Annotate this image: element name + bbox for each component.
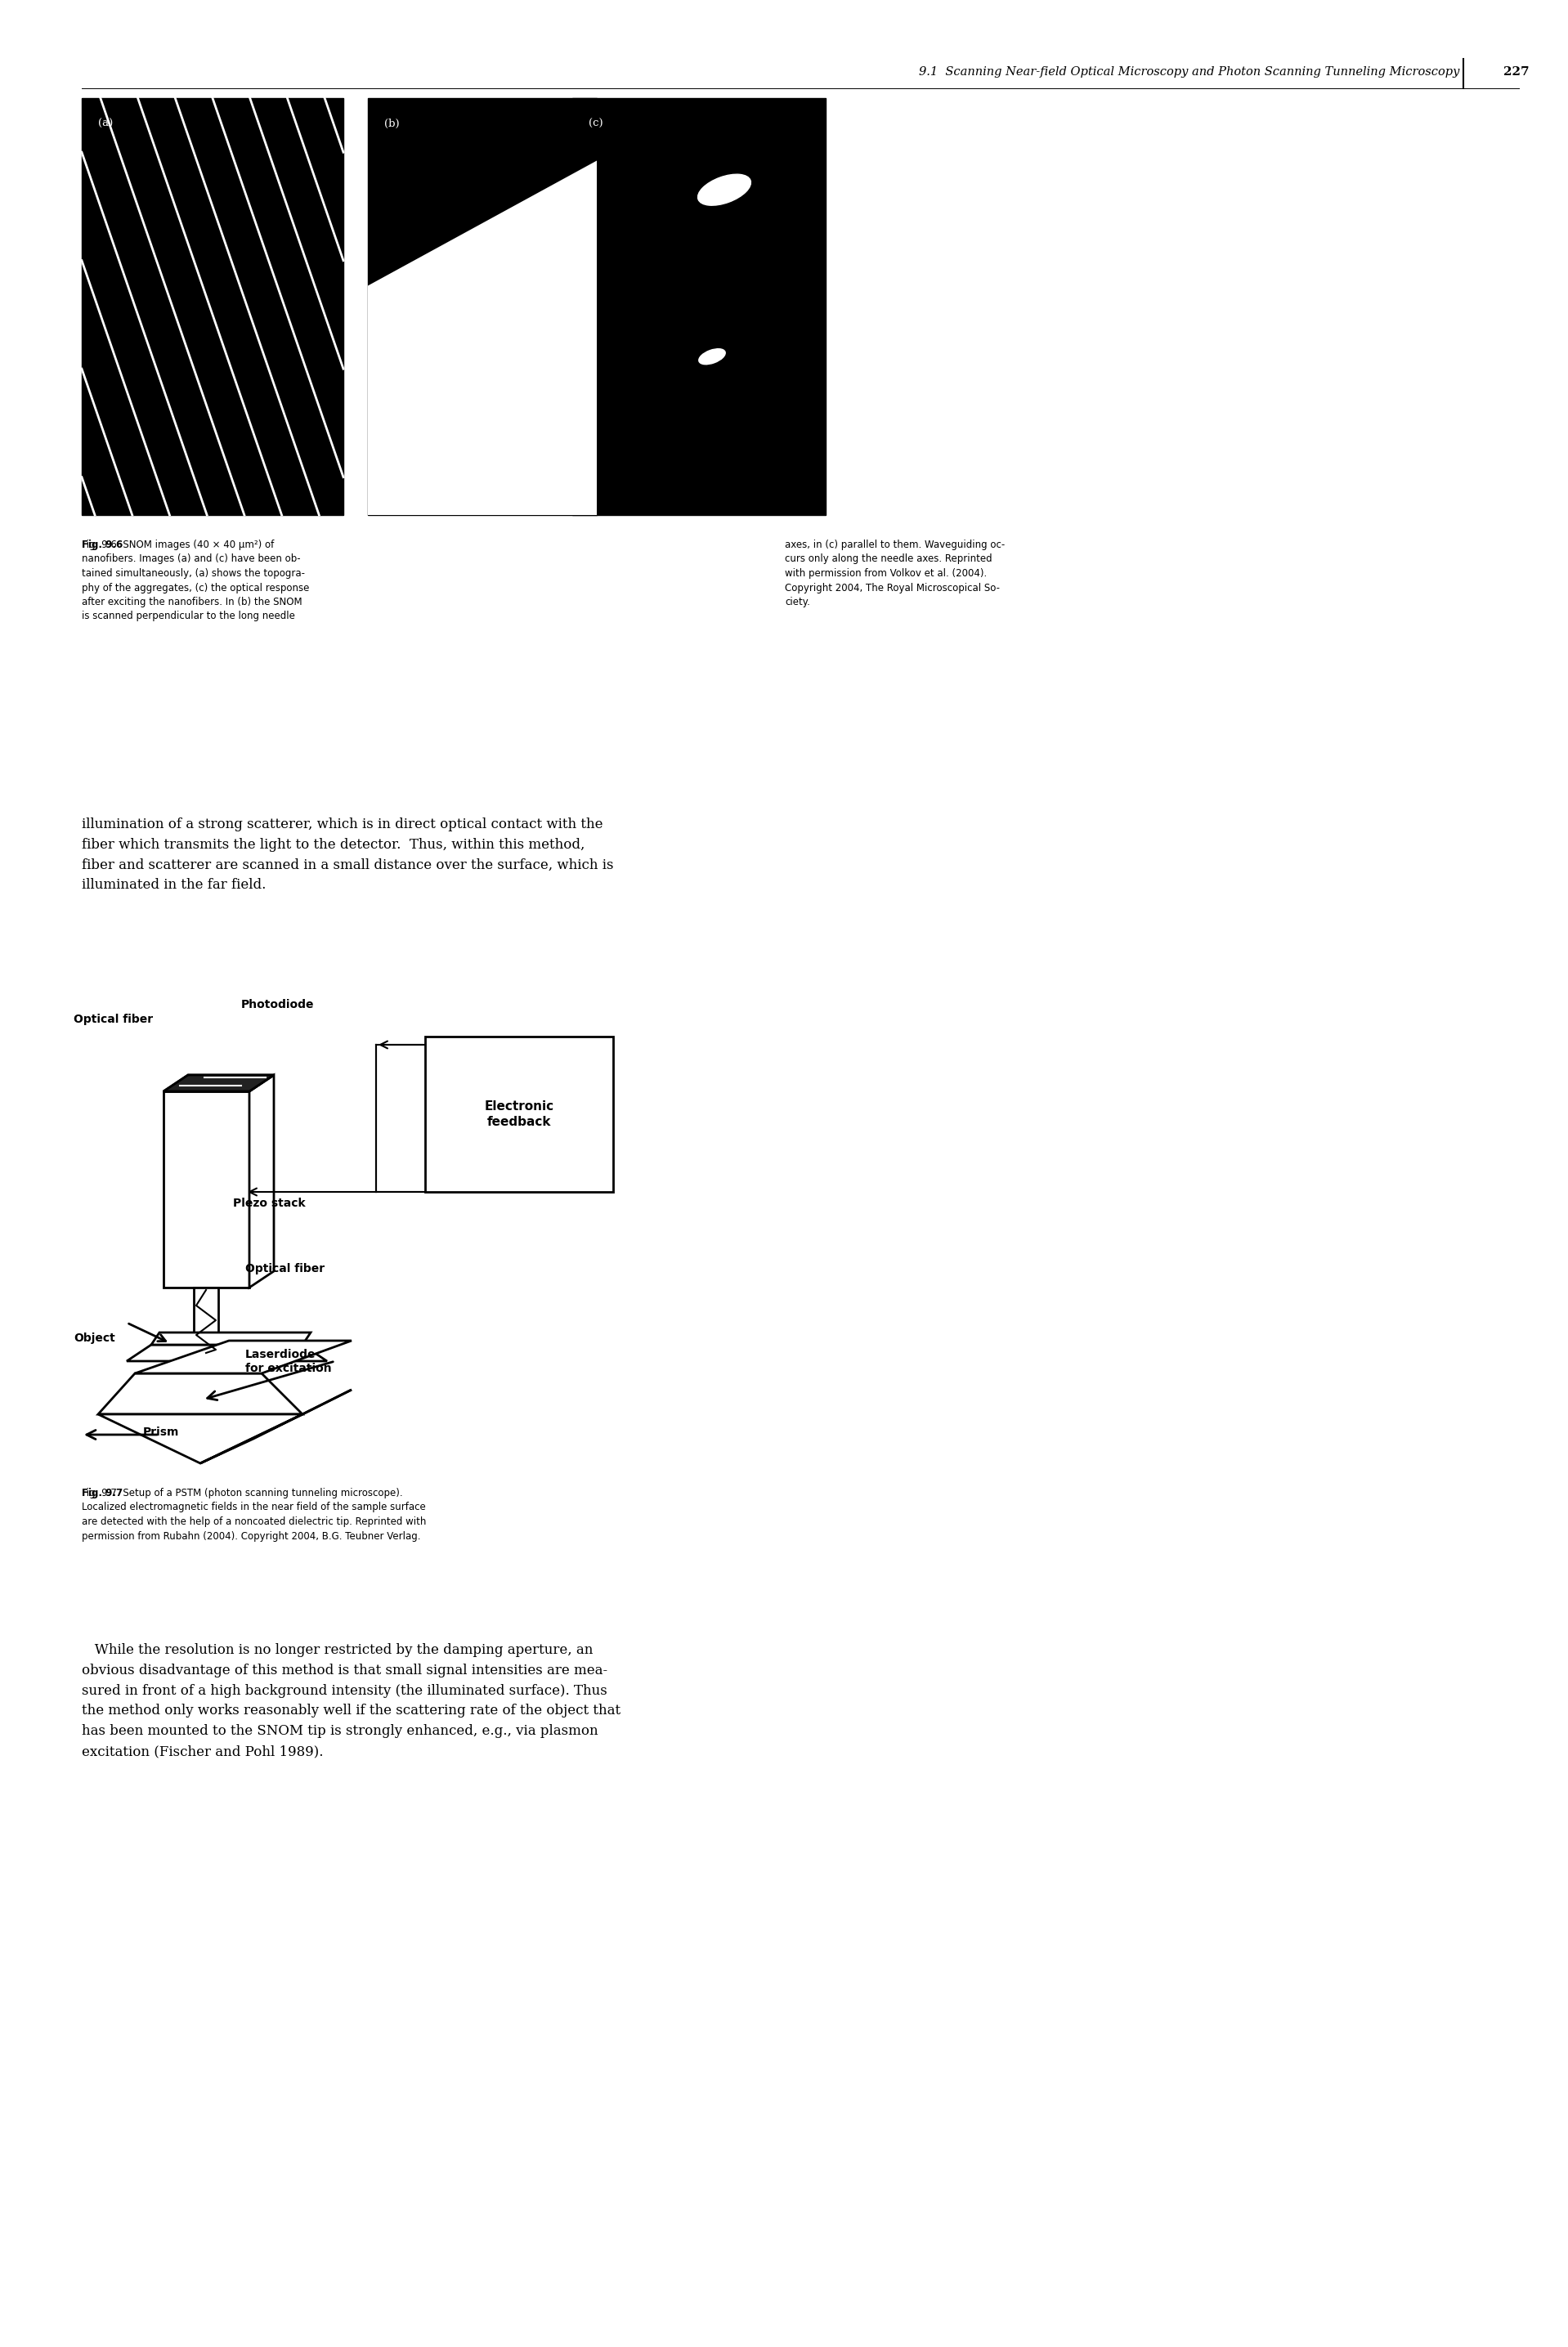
- Text: Fig. 9.6  SNOM images (40 × 40 μm²) of
nanofibers. Images (a) and (c) have been : Fig. 9.6 SNOM images (40 × 40 μm²) of na…: [82, 540, 309, 622]
- Text: Laserdiode
for excitation: Laserdiode for excitation: [245, 1350, 331, 1375]
- Text: Electronic
feedback: Electronic feedback: [485, 1101, 554, 1129]
- Polygon shape: [201, 1389, 351, 1462]
- Text: Prism: Prism: [143, 1427, 179, 1439]
- Polygon shape: [135, 1340, 351, 1373]
- Bar: [425, 1037, 613, 1192]
- Text: axes, in (c) parallel to them. Waveguiding oc-
curs only along the needle axes. : axes, in (c) parallel to them. Waveguidi…: [786, 540, 1005, 608]
- Bar: [368, 99, 597, 514]
- Ellipse shape: [698, 174, 751, 204]
- Bar: [163, 1091, 249, 1289]
- Polygon shape: [163, 1075, 274, 1091]
- Polygon shape: [99, 1373, 303, 1415]
- Text: While the resolution is no longer restricted by the damping aperture, an
obvious: While the resolution is no longer restri…: [82, 1643, 621, 1758]
- Text: (c): (c): [588, 120, 604, 129]
- Text: Plezo stack: Plezo stack: [234, 1197, 306, 1209]
- Text: Fig. 9.7  Setup of a PSTM (photon scanning tunneling microscope).
Localized elec: Fig. 9.7 Setup of a PSTM (photon scannin…: [82, 1488, 426, 1542]
- Text: illumination of a strong scatterer, which is in direct optical contact with the
: illumination of a strong scatterer, whic…: [82, 817, 613, 892]
- Text: Optical fiber: Optical fiber: [245, 1263, 325, 1274]
- Ellipse shape: [699, 350, 726, 364]
- Text: Optical fiber: Optical fiber: [74, 1014, 154, 1026]
- Text: 227: 227: [1504, 66, 1529, 77]
- Bar: [572, 99, 826, 514]
- Bar: [194, 1289, 218, 1352]
- Bar: [82, 99, 343, 514]
- Polygon shape: [368, 160, 597, 514]
- Text: (a): (a): [99, 120, 113, 129]
- Text: Fig. 9.7: Fig. 9.7: [82, 1488, 122, 1497]
- Text: 9.1  Scanning Near-field Optical Microscopy and Photon Scanning Tunneling Micros: 9.1 Scanning Near-field Optical Microsco…: [919, 66, 1460, 77]
- Text: (b): (b): [384, 120, 400, 129]
- Polygon shape: [249, 1075, 274, 1289]
- Text: Object: Object: [74, 1333, 114, 1345]
- Text: Photodiode: Photodiode: [241, 1000, 314, 1012]
- Text: Fig. 9.6: Fig. 9.6: [82, 540, 122, 549]
- Polygon shape: [151, 1333, 310, 1345]
- Polygon shape: [127, 1345, 328, 1361]
- Polygon shape: [163, 1075, 274, 1091]
- Polygon shape: [99, 1415, 303, 1462]
